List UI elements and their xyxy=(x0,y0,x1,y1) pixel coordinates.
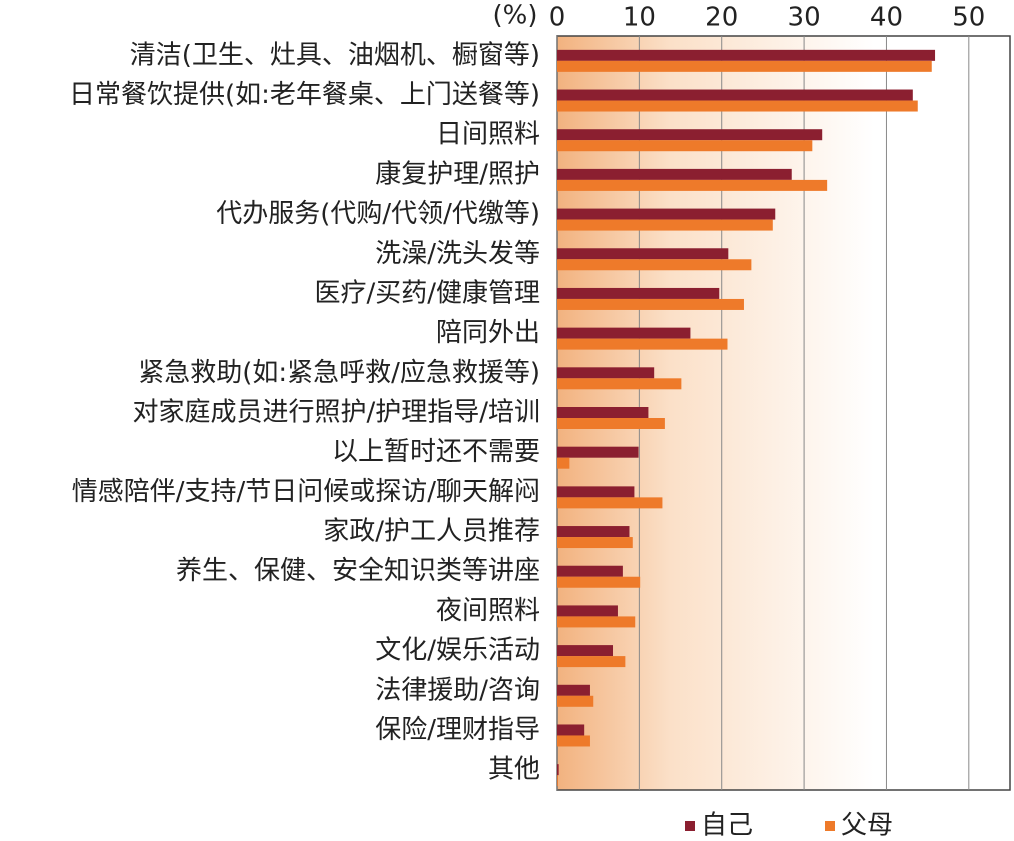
legend-swatch xyxy=(685,821,695,831)
y-tick-label: 以上暂时还不需要 xyxy=(332,437,540,467)
y-tick-label: 家政/护工人员推荐 xyxy=(323,517,540,547)
legend-label: 父母 xyxy=(841,811,893,841)
x-tick-label: 30 xyxy=(788,3,821,33)
y-tick-label: 洗澡/洗头发等 xyxy=(375,239,540,269)
bar xyxy=(557,367,655,379)
bar xyxy=(557,168,792,180)
bar xyxy=(557,537,633,549)
bar xyxy=(557,764,559,776)
y-tick-label: 夜间照料 xyxy=(436,596,540,626)
bar xyxy=(557,446,639,458)
bar xyxy=(557,418,665,429)
bar xyxy=(557,457,570,469)
y-tick-label: 文化/娱乐活动 xyxy=(375,636,540,666)
bar xyxy=(557,208,776,220)
y-tick-label: 日常餐饮提供(如:老年餐桌、上门送餐等) xyxy=(69,80,540,110)
bar xyxy=(557,695,594,707)
bar xyxy=(557,645,614,657)
y-tick-label: 情感陪伴/支持/节日问候或探访/聊天解闷 xyxy=(72,477,540,507)
x-tick-label: 10 xyxy=(623,3,656,33)
bar xyxy=(557,100,918,112)
y-tick-label: 法律援助/咨询 xyxy=(375,675,540,705)
y-tick-label: 日间照料 xyxy=(436,120,540,150)
legend-swatch xyxy=(825,821,835,831)
bar xyxy=(557,656,626,668)
y-tick-label: 康复护理/照护 xyxy=(375,159,540,189)
y-tick-label: 紧急救助(如:紧急呼救/应急救援等) xyxy=(138,358,540,388)
bar xyxy=(557,724,585,736)
bar xyxy=(557,89,913,101)
bar xyxy=(557,605,618,617)
legend-label: 自己 xyxy=(701,811,753,841)
bar xyxy=(557,287,720,299)
y-tick-label: 对家庭成员进行照护/护理指导/培训 xyxy=(132,398,540,428)
y-tick-label: 陪同外出 xyxy=(436,318,540,348)
bar xyxy=(557,486,635,498)
x-tick-label: 50 xyxy=(952,3,985,33)
y-tick-label: 清洁(卫生、灶具、油烟机、橱窗等) xyxy=(130,40,540,70)
y-tick-label: 医疗/买药/健康管理 xyxy=(314,278,540,308)
bar xyxy=(557,576,641,588)
bar xyxy=(557,298,744,310)
bar xyxy=(557,140,813,152)
y-tick-label: 代办服务(代购/代领/代缴等) xyxy=(216,199,540,229)
bar xyxy=(557,219,773,231)
bar xyxy=(557,735,590,747)
bar xyxy=(557,129,823,141)
bar xyxy=(557,49,936,61)
bar xyxy=(557,179,828,191)
bar xyxy=(557,526,630,538)
bar xyxy=(557,616,636,628)
bar xyxy=(557,248,729,260)
bar xyxy=(557,565,623,577)
x-axis-label: (%) xyxy=(493,1,538,31)
bar xyxy=(557,497,663,509)
bar xyxy=(557,259,752,271)
y-tick-label: 其他 xyxy=(488,755,540,785)
y-tick-label: 保险/理财指导 xyxy=(375,715,540,745)
x-tick-label: 20 xyxy=(705,3,738,33)
bar xyxy=(557,378,682,390)
bar xyxy=(557,327,691,339)
bar xyxy=(557,775,558,787)
bar xyxy=(557,407,649,418)
x-tick-label: 40 xyxy=(870,3,903,33)
x-tick-label: 0 xyxy=(549,3,566,33)
bar xyxy=(557,60,932,72)
bar xyxy=(557,338,728,350)
y-tick-label: 养生、保健、安全知识类等讲座 xyxy=(176,556,540,586)
bar xyxy=(557,684,590,696)
